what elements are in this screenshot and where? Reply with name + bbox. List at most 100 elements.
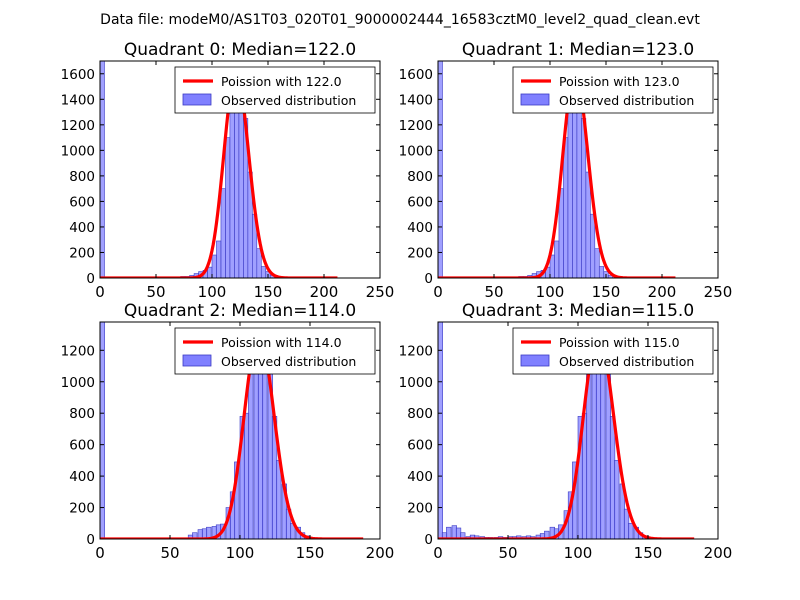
histogram-bar [585, 171, 591, 278]
subplot-quadrant-0: 0 50 100 150 200 250 0 200 400 600 800 1000 1200 1400… [61, 40, 395, 301]
y-tick-label: 600 [69, 438, 95, 454]
x-tick-label: 150 [592, 283, 621, 301]
histogram-bar [260, 266, 267, 278]
histogram-bar [225, 137, 231, 278]
legend-label-bars: Observed distribution [221, 354, 356, 369]
histogram-bar [594, 248, 600, 278]
y-tick-label: 1000 [61, 375, 95, 391]
y-tick-label: 0 [86, 532, 95, 548]
histogram-bar [220, 188, 226, 278]
histogram-bar [628, 522, 634, 539]
legend-bar-swatch [520, 93, 550, 106]
y-tick-label: 800 [69, 406, 95, 422]
legend-label-bars: Observed distribution [559, 93, 694, 108]
y-tick-label: 1600 [399, 67, 433, 83]
poisson-curve [100, 70, 338, 278]
axes-frame [99, 60, 381, 279]
y-tick-label: 600 [407, 194, 433, 210]
y-tick-label: 1200 [61, 118, 95, 134]
histogram-bar [100, 322, 105, 539]
histogram-bar [438, 61, 443, 278]
y-tick-label: 1000 [399, 375, 433, 391]
plot-content [100, 61, 338, 278]
x-tick-label: 100 [198, 283, 227, 301]
histogram-bar [248, 373, 254, 539]
y-tick-label: 1200 [399, 118, 433, 134]
subplot-quadrant-1: 0 50 100 150 200 250 0 200 400 600 800 1000 1200 1400… [399, 40, 733, 301]
legend-label-curve: Poission with 123.0 [559, 74, 680, 89]
y-tick-label: 200 [69, 501, 95, 517]
axes-frame [437, 60, 719, 279]
y-tick-label: 600 [407, 438, 433, 454]
y-tick-label: 1000 [61, 143, 95, 159]
x-tick-label: 200 [310, 283, 339, 301]
x-tick-label: 50 [146, 283, 165, 301]
subplot-title: Quadrant 2: Median=114.0 [124, 301, 356, 321]
histogram-bar [216, 240, 222, 278]
x-tick-label: 100 [564, 544, 593, 562]
histogram-bar [446, 526, 452, 539]
y-tick-label: 200 [407, 501, 433, 517]
y-tick-label: 800 [407, 406, 433, 422]
histogram-bar [563, 137, 569, 278]
y-tick-label: 400 [69, 469, 95, 485]
subplot-title: Quadrant 0: Median=122.0 [124, 40, 356, 60]
histogram-bar [234, 461, 240, 539]
plot-content [438, 322, 695, 539]
x-tick-label: 150 [296, 544, 325, 562]
figure-suptitle: Data file: modeM0/AS1T03_020T01_90000024… [100, 12, 700, 28]
x-tick-label: 100 [226, 544, 255, 562]
histogram-bar [576, 98, 582, 278]
y-tick-label: 1200 [61, 343, 95, 359]
histogram-bar [256, 248, 262, 278]
histogram-bar [229, 111, 235, 278]
subplot-grid: 0 50 100 150 200 2500200400600800100012001400… [61, 40, 733, 562]
y-tick-label: 400 [69, 220, 95, 236]
y-tick-label: 1000 [399, 143, 433, 159]
histogram-bar [206, 526, 212, 539]
y-tick-label: 800 [407, 169, 433, 185]
x-tick-label: 200 [648, 283, 677, 301]
x-tick-label: 50 [498, 544, 517, 562]
histogram-bar [586, 373, 592, 539]
x-tick-label: 0 [95, 544, 105, 562]
histogram-bar [100, 61, 105, 278]
legend-bar-swatch [182, 93, 212, 106]
legend: Poission with 123.0 Observed distribution [512, 66, 714, 114]
y-tick-label: 1200 [399, 343, 433, 359]
histogram-bar [211, 254, 217, 278]
y-tick-label: 400 [407, 220, 433, 236]
x-tick-label: 0 [433, 283, 443, 301]
y-tick-label: 200 [407, 245, 433, 261]
subplot-title: Quadrant 1: Median=123.0 [462, 40, 694, 60]
histogram-bar [614, 460, 620, 539]
histogram-bar [590, 213, 596, 278]
legend-label-curve: Poission with 122.0 [221, 74, 342, 89]
x-tick-label: 100 [536, 283, 565, 301]
legend-label-curve: Poission with 114.0 [221, 335, 342, 350]
y-tick-label: 0 [424, 532, 433, 548]
y-tick-label: 0 [86, 271, 95, 287]
histogram-bar [544, 530, 550, 539]
legend-bar-swatch [520, 354, 550, 367]
x-tick-label: 0 [95, 283, 105, 301]
plot-content [438, 61, 676, 278]
legend-label-bars: Observed distribution [221, 93, 356, 108]
x-tick-label: 250 [366, 283, 395, 301]
x-tick-label: 200 [366, 544, 395, 562]
y-tick-label: 1400 [61, 92, 95, 108]
histogram-bar [438, 322, 443, 539]
poisson-curve [438, 332, 695, 539]
x-tick-label: 200 [704, 544, 733, 562]
y-tick-label: 800 [69, 169, 95, 185]
subplot-title: Quadrant 3: Median=115.0 [462, 301, 694, 321]
x-tick-label: 150 [634, 544, 663, 562]
y-tick-label: 400 [407, 469, 433, 485]
histogram-bar [598, 266, 605, 278]
histogram-bar [460, 532, 466, 539]
y-tick-label: 1600 [61, 67, 95, 83]
histogram-bar [238, 98, 244, 278]
legend-label-bars: Observed distribution [559, 354, 694, 369]
histogram-bar [192, 532, 198, 539]
